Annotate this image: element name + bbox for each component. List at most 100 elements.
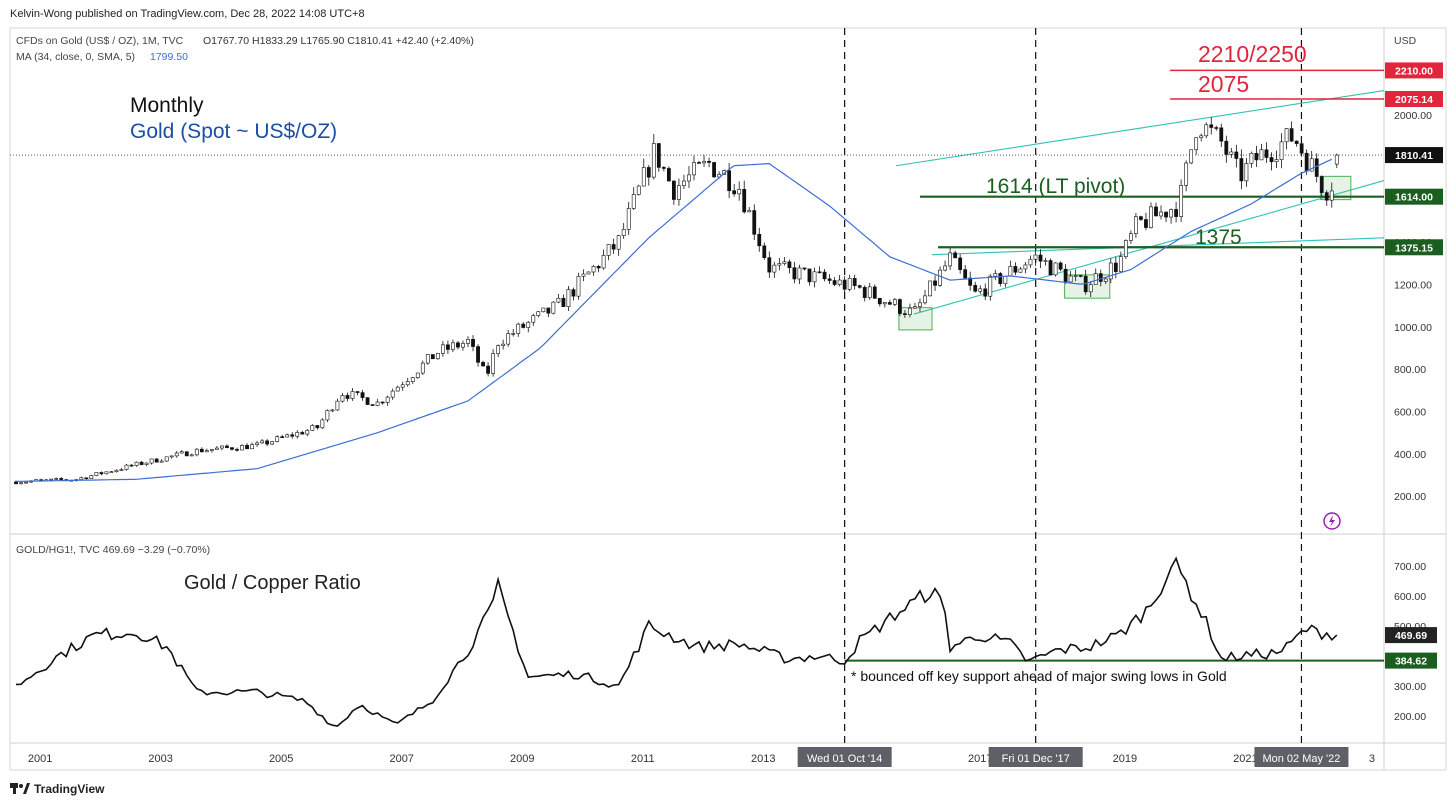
candle-up: [310, 425, 315, 431]
candle-down: [290, 434, 295, 437]
candle-up: [491, 353, 496, 374]
candle-up: [1134, 216, 1138, 234]
candle-up: [320, 419, 325, 429]
candle-up: [812, 271, 817, 283]
candle-up: [506, 333, 511, 345]
candle-up: [385, 396, 390, 403]
instrument-title: Gold (Spot ~ US$/OZ): [130, 120, 337, 143]
candle-down: [822, 271, 827, 280]
ma-value: 1799.50: [150, 51, 188, 63]
candle-up: [606, 244, 611, 256]
candle-down: [1324, 192, 1329, 201]
candle-up: [79, 477, 84, 480]
candle-up: [134, 461, 139, 466]
candle-down: [139, 461, 144, 465]
candle-down: [1063, 268, 1068, 283]
candle-down: [265, 440, 270, 445]
candle-down: [897, 299, 902, 314]
candle-down: [446, 344, 450, 350]
swing-low-box: [898, 307, 933, 331]
candle-up: [435, 353, 440, 360]
candle-up: [1103, 278, 1108, 282]
candle-down: [1078, 275, 1083, 277]
candle-up: [124, 464, 129, 470]
candle-up: [220, 445, 224, 449]
year-tick-label: 2003: [148, 753, 172, 765]
tradingview-logo-text: TradingView: [34, 782, 105, 796]
candle-up: [89, 475, 94, 480]
candle-up: [295, 432, 300, 437]
candle-up: [702, 160, 706, 164]
candle-down: [1013, 266, 1018, 273]
candle-down: [1234, 151, 1239, 159]
candle-down: [1174, 209, 1178, 217]
candle-up: [49, 478, 54, 481]
candle-down: [1269, 157, 1274, 163]
candle-up: [943, 265, 947, 271]
candle-down: [84, 477, 89, 480]
candle-down: [1164, 211, 1168, 218]
candle-up: [425, 354, 430, 364]
candle-down: [872, 286, 877, 299]
candle-down: [727, 170, 732, 191]
ratio-tick-label: 700.00: [1394, 561, 1426, 573]
candle-down: [596, 266, 601, 269]
candle-down: [476, 346, 480, 363]
candle-down: [953, 252, 958, 259]
candle-down: [1224, 140, 1229, 155]
candle-up: [400, 384, 405, 388]
year-tick-label: 2001: [28, 753, 52, 765]
candle-up: [501, 343, 506, 346]
candle-up: [1284, 128, 1289, 143]
candle-up: [556, 297, 561, 303]
candle-down: [887, 302, 892, 305]
candle-up: [1008, 266, 1013, 277]
price-level-tag: [1385, 239, 1443, 256]
candle-up: [54, 478, 59, 480]
candle-up: [1274, 159, 1279, 163]
candle-up: [144, 462, 149, 465]
candle-up: [777, 263, 782, 266]
candle-up: [1329, 190, 1334, 201]
candle-up: [747, 210, 752, 213]
tradingview-logo: TradingView: [10, 782, 105, 796]
candle-up: [682, 180, 686, 186]
candle-up: [204, 450, 209, 453]
candle-up: [631, 194, 636, 209]
year-tick-label: 2009: [510, 753, 534, 765]
candle-up: [466, 339, 470, 344]
candle-up: [1033, 254, 1038, 260]
candle-up: [164, 456, 169, 462]
candle-up: [1184, 162, 1189, 186]
ratio-level-tag: [1385, 627, 1437, 644]
candle-up: [918, 302, 922, 308]
candle-down: [611, 244, 616, 250]
candle-down: [998, 273, 1003, 284]
candle-down: [456, 342, 460, 348]
candle-down: [225, 445, 229, 448]
price-level-value: 1810.41: [1395, 150, 1433, 162]
year-tick-label: 2017: [968, 753, 992, 765]
candle-down: [380, 401, 385, 404]
candle-down: [521, 323, 526, 328]
candle-up: [551, 301, 556, 314]
candle-down: [199, 448, 204, 453]
candle-up: [692, 162, 696, 176]
candle-down: [1219, 127, 1224, 142]
candle-up: [240, 445, 244, 451]
candle-up: [882, 302, 887, 305]
lightning-icon[interactable]: [1323, 512, 1341, 530]
candle-down: [360, 392, 365, 398]
candle-up: [892, 299, 897, 305]
price-tick-label: 1200.00: [1394, 279, 1432, 291]
candle-down: [903, 313, 907, 315]
candle-up: [511, 333, 516, 335]
ratio-symbol-label: GOLD/HG1!, TVC 469.69 −3.29 (−0.70%): [16, 544, 210, 556]
candle-up: [174, 452, 179, 457]
candle-up: [114, 469, 119, 472]
candle-up: [1093, 273, 1098, 285]
candle-up: [737, 189, 742, 195]
ohlc-readout: O1767.70 H1833.29 L1765.90 C1810.41 +42.…: [203, 35, 474, 47]
candle-up: [270, 441, 275, 445]
